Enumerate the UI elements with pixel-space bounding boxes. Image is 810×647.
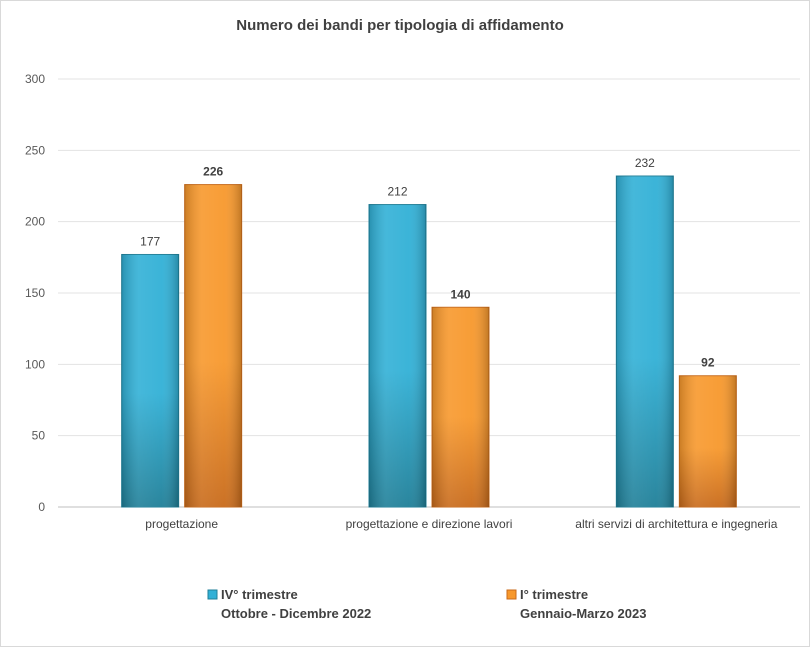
data-label: 226 [203, 165, 223, 179]
y-tick-label: 150 [25, 286, 45, 300]
category-label: altri servizi di architettura e ingegner… [575, 517, 777, 531]
y-tick-label: 0 [38, 500, 45, 514]
bar-shading [369, 204, 426, 507]
y-axis: 0 50 100 150 200 250 300 [25, 72, 45, 514]
legend-sublabel: Gennaio-Marzo 2023 [520, 606, 646, 621]
data-label: 212 [387, 185, 407, 199]
data-label: 232 [635, 156, 655, 170]
bar-shading [679, 375, 737, 507]
category-label: progettazione [145, 517, 218, 531]
data-label: 140 [450, 287, 470, 301]
y-tick-label: 200 [25, 215, 45, 229]
bars: 177 226 212 140 232 92 [121, 156, 737, 508]
legend-swatch [506, 589, 517, 600]
y-tick-label: 250 [25, 143, 45, 157]
legend: IV° trimestre Ottobre - Dicembre 2022 I° t… [207, 587, 646, 621]
y-tick-label: 300 [25, 72, 45, 86]
legend-label: IV° trimestre [221, 587, 298, 602]
legend-swatch [207, 589, 218, 600]
legend-sublabel: Ottobre - Dicembre 2022 [221, 606, 371, 621]
data-label: 177 [140, 234, 160, 248]
data-label: 92 [701, 356, 715, 370]
legend-label: I° trimestre [520, 587, 588, 602]
category-label: progettazione e direzione lavori [346, 517, 513, 531]
bar-shading [184, 184, 242, 507]
bar-shading [121, 254, 179, 507]
y-tick-label: 100 [25, 357, 45, 371]
x-axis: progettazione progettazione e direzione l… [145, 517, 777, 531]
bar-shading [616, 176, 674, 507]
gridlines [58, 78, 800, 508]
bar-shading [432, 307, 489, 507]
chart-title: Numero dei bandi per tipologia di affida… [236, 17, 564, 34]
y-tick-label: 50 [32, 429, 46, 443]
